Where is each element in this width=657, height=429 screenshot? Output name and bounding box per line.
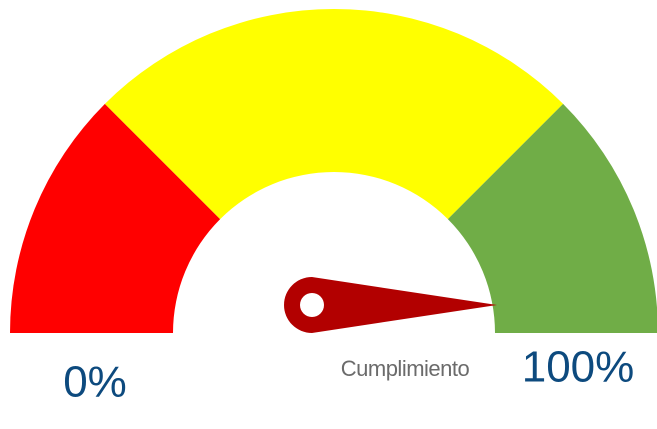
gauge-band bbox=[104, 9, 564, 220]
gauge-needle bbox=[284, 277, 497, 333]
gauge-label: Cumplimiento bbox=[341, 356, 470, 381]
needle-hub bbox=[300, 293, 324, 317]
gauge-tick-label: 0% bbox=[63, 358, 127, 407]
gauge-tick-label: 100% bbox=[522, 343, 635, 392]
gauge-band bbox=[10, 103, 221, 333]
gauge-band bbox=[447, 103, 657, 333]
